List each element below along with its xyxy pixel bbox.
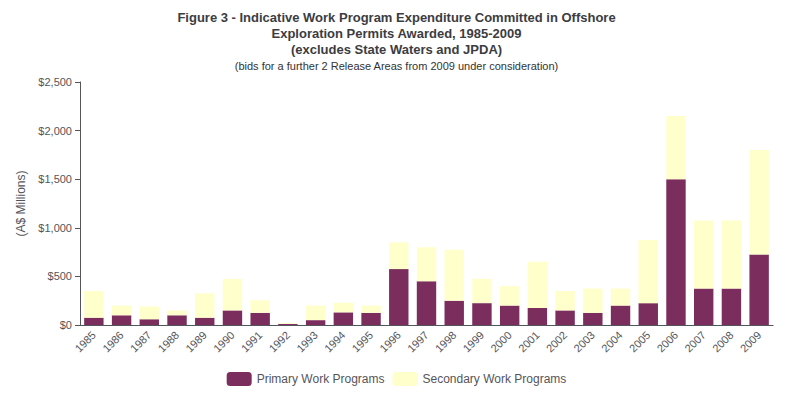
svg-text:$1,500: $1,500 [38,173,72,185]
svg-text:(excludes State Waters and JPD: (excludes State Waters and JPDA) [291,42,502,57]
svg-text:(A$ Millions): (A$ Millions) [14,170,28,236]
svg-text:1998: 1998 [433,329,459,355]
svg-text:1992: 1992 [266,329,292,355]
svg-text:2002: 2002 [544,329,570,355]
svg-text:Figure 3 - Indicative Work Pro: Figure 3 - Indicative Work Program Expen… [177,10,615,25]
svg-text:1985: 1985 [72,329,98,355]
svg-text:1995: 1995 [350,329,376,355]
svg-text:$1,000: $1,000 [38,222,72,234]
svg-text:2003: 2003 [571,329,597,355]
svg-text:2008: 2008 [710,329,736,355]
svg-text:$2,500: $2,500 [38,76,72,88]
svg-text:1996: 1996 [377,329,403,355]
svg-text:2006: 2006 [654,329,680,355]
svg-text:2004: 2004 [599,329,625,355]
svg-text:1999: 1999 [460,329,486,355]
svg-text:$500: $500 [48,270,72,282]
svg-text:$2,000: $2,000 [38,125,72,137]
svg-text:Exploration Permits Awarded, 1: Exploration Permits Awarded, 1985-2009 [272,26,522,41]
svg-text:2009: 2009 [738,329,764,355]
svg-text:1991: 1991 [239,329,265,355]
svg-text:1993: 1993 [294,329,320,355]
svg-text:1987: 1987 [128,329,154,355]
svg-text:1994: 1994 [322,329,348,355]
svg-text:1988: 1988 [155,329,181,355]
svg-text:Secondary Work Programs: Secondary Work Programs [422,372,566,386]
svg-text:1990: 1990 [211,329,237,355]
svg-text:1986: 1986 [100,329,126,355]
svg-text:Primary Work Programs: Primary Work Programs [257,372,385,386]
svg-text:2001: 2001 [516,329,542,355]
svg-text:2005: 2005 [627,329,653,355]
svg-text:1989: 1989 [183,329,209,355]
svg-text:2000: 2000 [488,329,514,355]
svg-text:(bids for a further 2 Release: (bids for a further 2 Release Areas from… [235,60,558,72]
svg-text:$0: $0 [60,319,72,331]
svg-text:2007: 2007 [682,329,708,355]
svg-text:1997: 1997 [405,329,431,355]
